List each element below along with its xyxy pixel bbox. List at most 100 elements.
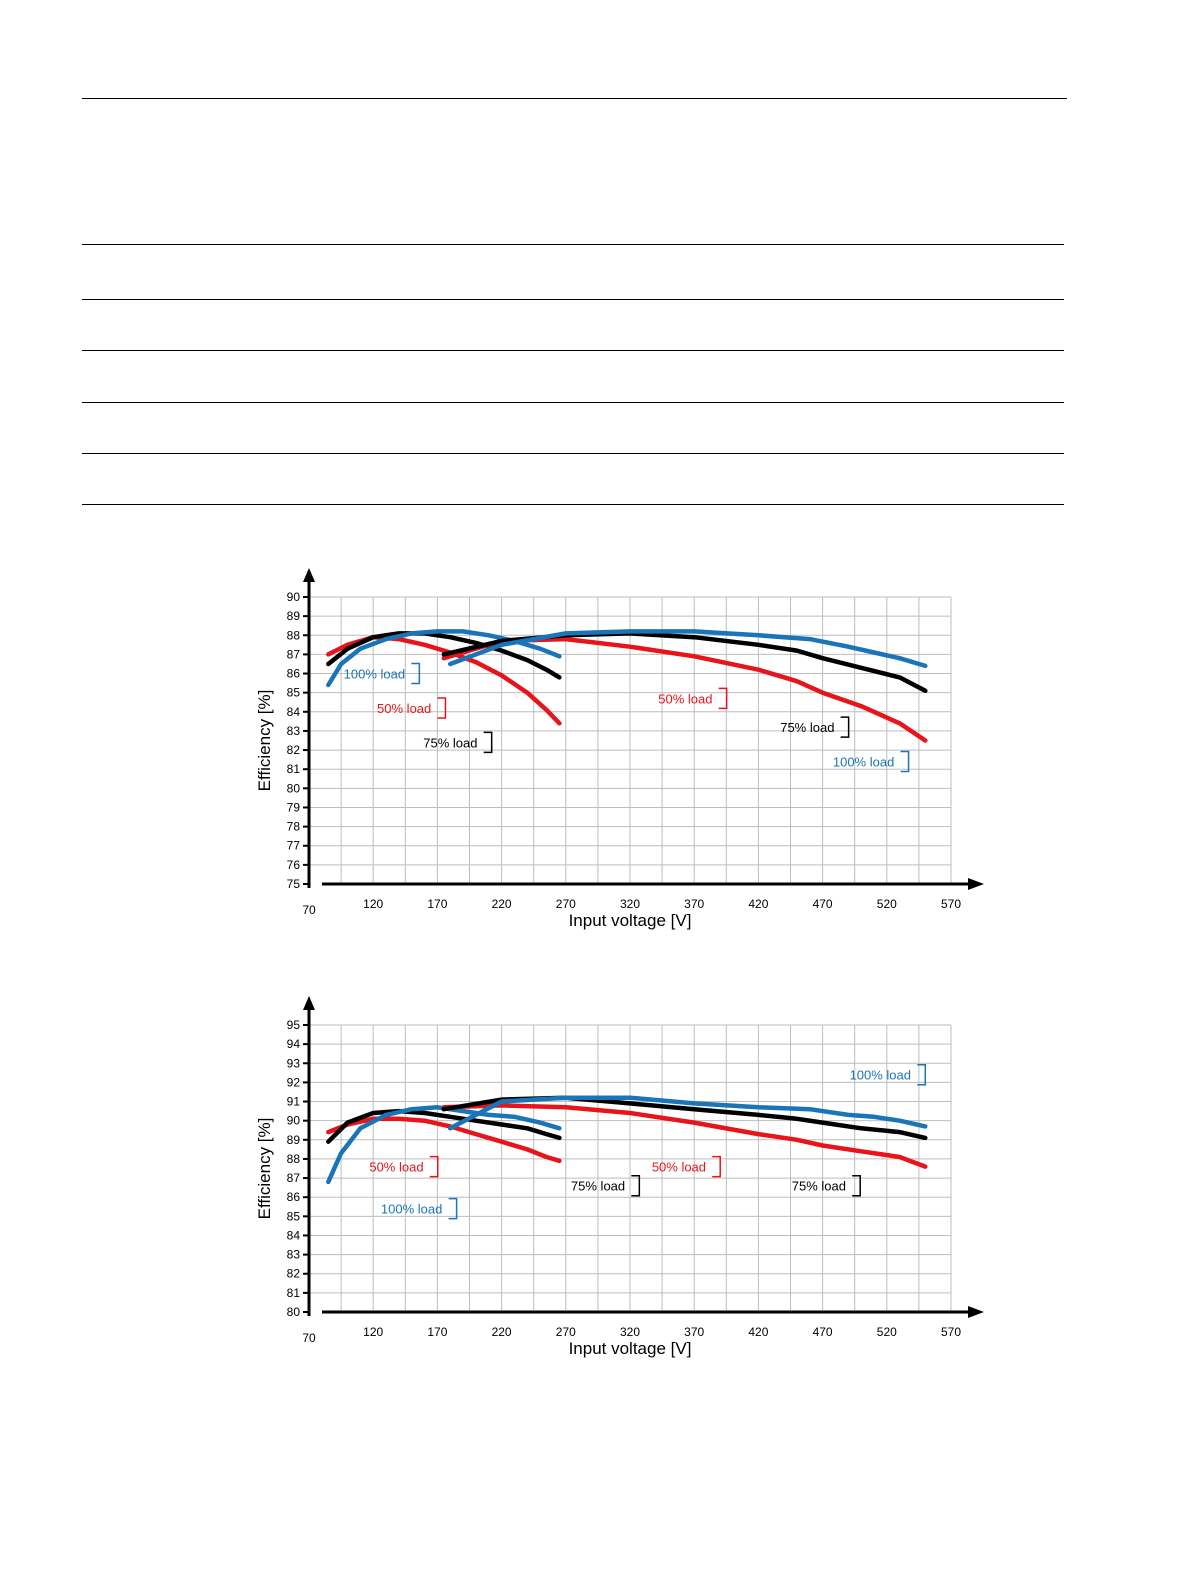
- annotation-text: 50% load: [369, 1160, 423, 1175]
- series-line-black: [326, 631, 562, 680]
- annotation-label: 100% load: [344, 662, 421, 685]
- x-tick-label: 470: [813, 897, 833, 911]
- x-tick-label: 420: [748, 897, 768, 911]
- y-tick-label: 90: [287, 1114, 301, 1128]
- y-tick-label: 84: [287, 705, 301, 719]
- y-tick-label: 89: [287, 609, 301, 623]
- x-tick-label: 520: [877, 897, 897, 911]
- y-tick-label: 81: [287, 762, 301, 776]
- y-tick-label: 80: [287, 781, 301, 795]
- y-tick-label: 75: [287, 877, 301, 891]
- x-tick-label: 270: [556, 1325, 576, 1339]
- series-line-red: [441, 1103, 928, 1169]
- annotation-bracket: [718, 687, 728, 710]
- y-tick-label: 90: [287, 590, 301, 604]
- annotation-label: 50% load: [658, 687, 728, 710]
- annotation-label: 50% load: [369, 1155, 439, 1178]
- y-tick-label: 88: [287, 628, 301, 642]
- x-tick-label: 170: [427, 1325, 447, 1339]
- y-tick-label: 93: [287, 1056, 301, 1070]
- x-tick-label: 120: [363, 1325, 383, 1339]
- y-tick-label: 95: [287, 1018, 301, 1032]
- x-tick-label: 220: [492, 1325, 512, 1339]
- series-line-blue: [326, 629, 562, 688]
- annotation-bracket: [429, 1155, 439, 1178]
- annotation-label: 100% load: [833, 750, 910, 773]
- y-tick-label: 89: [287, 1133, 301, 1147]
- y-tick-label: 76: [287, 858, 301, 872]
- annotation-text: 50% load: [652, 1160, 706, 1175]
- y-tick-label: 86: [287, 1190, 301, 1204]
- y-tick-label: 82: [287, 1267, 301, 1281]
- annotation-label: 75% load: [792, 1174, 861, 1197]
- annotation-text: 50% load: [377, 701, 431, 716]
- series-line-blue: [447, 629, 928, 669]
- x-tick-label: 70: [302, 903, 316, 917]
- annotation-text: 50% load: [658, 691, 712, 706]
- y-axis-arrow: [303, 996, 315, 1010]
- annotation-label: 75% load: [571, 1174, 641, 1197]
- x-tick-label: 170: [427, 897, 447, 911]
- x-tick-label: 570: [941, 1325, 961, 1339]
- annotation-text: 75% load: [780, 720, 834, 735]
- series-line-red: [441, 636, 928, 743]
- x-tick-label: 370: [684, 1325, 704, 1339]
- annotation-bracket: [900, 750, 910, 773]
- x-tick-label: 120: [363, 897, 383, 911]
- annotation-bracket: [448, 1197, 458, 1220]
- x-tick-label: 470: [813, 1325, 833, 1339]
- x-tick-label: 220: [492, 897, 512, 911]
- y-tick-label: 91: [287, 1095, 301, 1109]
- y-tick-label: 85: [287, 1209, 301, 1223]
- header-rule: [82, 98, 1067, 99]
- y-axis-title: Efficiency [%]: [255, 1118, 274, 1220]
- grid: [309, 1024, 952, 1312]
- y-axis-title: Efficiency [%]: [255, 690, 274, 792]
- annotation-label: 100% load: [850, 1063, 927, 1086]
- efficiency-chart-2: 80 81 82 83 84 85 86 87 88 89 90 91 92 93 94 95 70 120 170…: [255, 996, 984, 1358]
- x-tick-label: 70: [302, 1331, 316, 1345]
- annotation-bracket: [631, 1174, 641, 1197]
- x-axis-arrow: [968, 878, 984, 890]
- y-tick-label: 79: [287, 800, 301, 814]
- annotation-bracket: [483, 731, 493, 754]
- annotation-label: 75% load: [780, 716, 850, 738]
- annotation-text: 75% load: [792, 1179, 846, 1194]
- y-tick-label: 87: [287, 1171, 301, 1185]
- annotation-bracket: [437, 697, 447, 719]
- annotation-label: 50% load: [377, 697, 447, 719]
- annotation-text: 75% load: [423, 735, 477, 750]
- efficiency-chart-1: 75 76 77 78 79 80 81 82 83 84 85 86 87 88 89 90 70 120 170…: [255, 568, 984, 930]
- table-rule: [82, 350, 1064, 351]
- table-rule: [82, 244, 1064, 245]
- annotation-text: 100% load: [833, 755, 894, 770]
- y-tick-label: 78: [287, 820, 301, 834]
- annotation-label: 100% load: [381, 1197, 458, 1220]
- annotation-text: 75% load: [571, 1179, 625, 1194]
- x-tick-label: 320: [620, 897, 640, 911]
- x-tick-label: 420: [748, 1325, 768, 1339]
- x-tick-label: 570: [941, 897, 961, 911]
- y-tick-label: 85: [287, 686, 301, 700]
- x-axis-arrow: [968, 1306, 984, 1318]
- x-tick-label: 370: [684, 897, 704, 911]
- x-tick-label: 520: [877, 1325, 897, 1339]
- y-tick-label: 87: [287, 647, 301, 661]
- annotation-text: 100% load: [850, 1068, 911, 1083]
- annotation-bracket: [852, 1174, 861, 1197]
- y-tick-label: 82: [287, 743, 301, 757]
- x-axis-title: Input voltage [V]: [569, 911, 692, 930]
- series-line-blue: [447, 1095, 928, 1131]
- y-tick-label: 88: [287, 1152, 301, 1166]
- y-tick-label: 83: [287, 1248, 301, 1262]
- annotation-text: 100% load: [381, 1202, 442, 1217]
- annotation-label: 50% load: [652, 1155, 721, 1178]
- series-line-blue: [326, 1105, 562, 1185]
- table-rule: [82, 402, 1064, 403]
- series-line-black: [326, 1108, 562, 1144]
- y-tick-label: 77: [287, 839, 301, 853]
- table-rule: [82, 453, 1064, 454]
- y-tick-label: 80: [287, 1305, 301, 1319]
- annotation-bracket: [411, 662, 421, 685]
- annotation-text: 100% load: [344, 667, 405, 682]
